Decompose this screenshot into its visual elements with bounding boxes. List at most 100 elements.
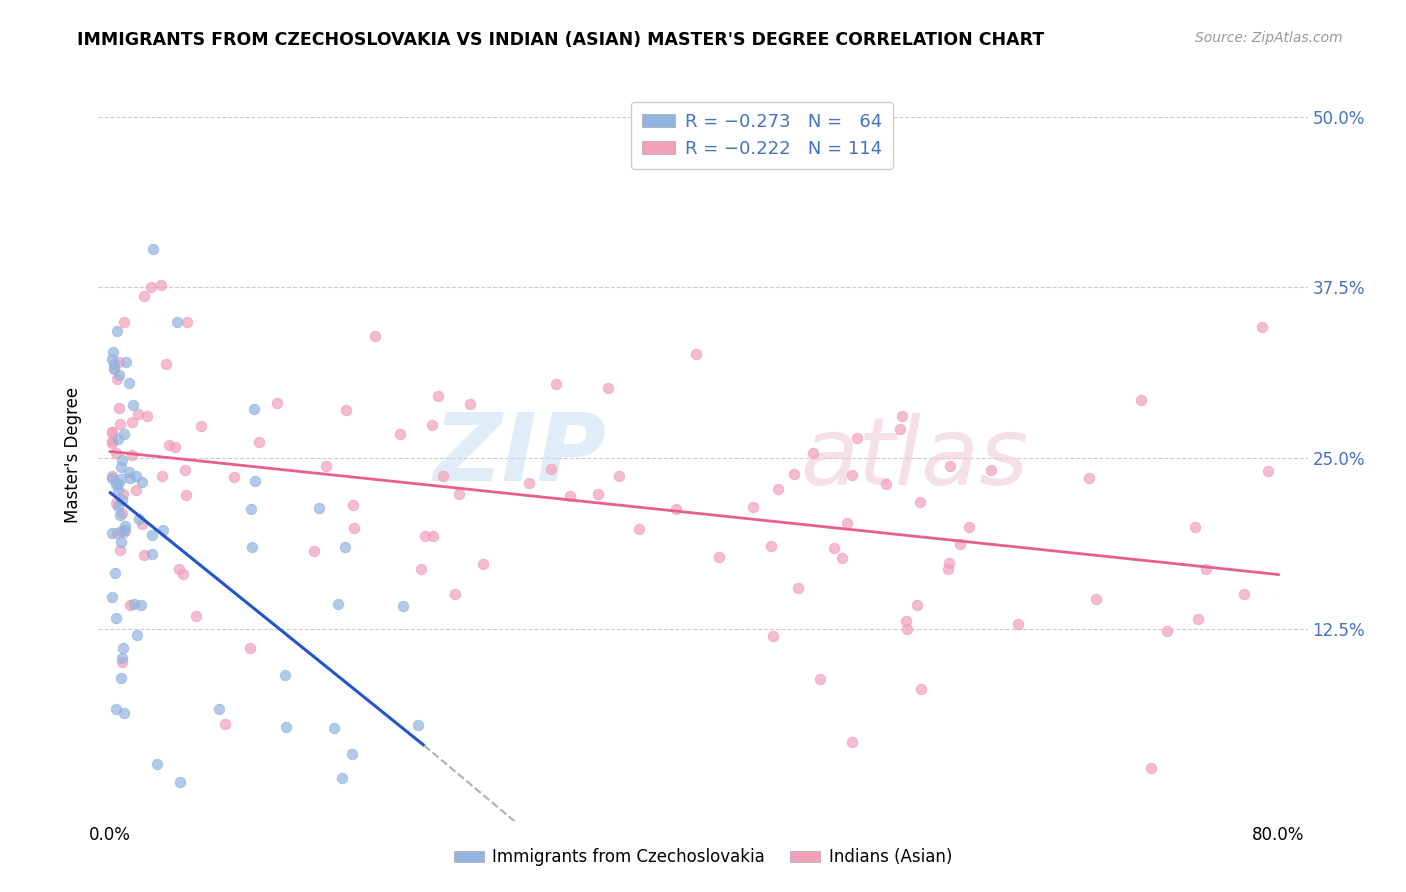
Point bbox=[766, 482, 789, 496]
Point bbox=[100, 425, 122, 439]
Point bbox=[172, 567, 194, 582]
Point bbox=[1130, 393, 1153, 408]
Point bbox=[240, 540, 263, 554]
Point bbox=[762, 629, 785, 643]
Point bbox=[131, 475, 153, 490]
Point bbox=[118, 466, 141, 480]
Point bbox=[315, 459, 337, 474]
Point bbox=[107, 483, 129, 498]
Point bbox=[100, 590, 122, 604]
Point bbox=[150, 468, 173, 483]
Point bbox=[176, 315, 198, 329]
Point bbox=[406, 718, 429, 732]
Point bbox=[342, 498, 364, 512]
Point bbox=[910, 495, 932, 509]
Point bbox=[124, 597, 146, 611]
Point bbox=[1077, 470, 1099, 484]
Point bbox=[1007, 616, 1029, 631]
Point bbox=[127, 407, 149, 421]
Point bbox=[247, 435, 270, 450]
Point bbox=[1195, 561, 1218, 575]
Point bbox=[111, 655, 134, 669]
Point bbox=[472, 557, 495, 571]
Point bbox=[174, 463, 197, 477]
Point bbox=[841, 735, 863, 749]
Point bbox=[132, 289, 155, 303]
Point bbox=[100, 351, 122, 366]
Point bbox=[910, 681, 932, 696]
Point bbox=[936, 562, 959, 576]
Point bbox=[222, 470, 245, 484]
Point bbox=[335, 540, 357, 554]
Point bbox=[104, 477, 127, 491]
Point bbox=[841, 468, 863, 483]
Point bbox=[340, 747, 363, 761]
Point bbox=[103, 361, 125, 376]
Point bbox=[103, 360, 125, 375]
Point bbox=[598, 380, 620, 394]
Point bbox=[112, 525, 135, 540]
Point bbox=[107, 477, 129, 491]
Point bbox=[110, 671, 132, 685]
Point bbox=[190, 418, 212, 433]
Point bbox=[335, 402, 357, 417]
Point bbox=[125, 469, 148, 483]
Point bbox=[169, 774, 191, 789]
Point bbox=[1184, 520, 1206, 534]
Point bbox=[121, 449, 143, 463]
Point bbox=[105, 446, 128, 460]
Point bbox=[107, 499, 129, 513]
Point bbox=[107, 355, 129, 369]
Point bbox=[150, 278, 173, 293]
Point bbox=[121, 415, 143, 429]
Point bbox=[364, 329, 387, 343]
Point bbox=[240, 501, 263, 516]
Point bbox=[141, 528, 163, 542]
Point bbox=[823, 541, 845, 555]
Point bbox=[938, 556, 960, 570]
Point bbox=[458, 397, 481, 411]
Point bbox=[239, 641, 262, 656]
Point bbox=[1084, 592, 1107, 607]
Point bbox=[110, 472, 132, 486]
Point bbox=[128, 512, 150, 526]
Point bbox=[100, 525, 122, 540]
Point bbox=[304, 543, 326, 558]
Point bbox=[111, 492, 134, 507]
Point bbox=[409, 562, 432, 576]
Point bbox=[391, 599, 413, 614]
Point bbox=[118, 471, 141, 485]
Point bbox=[110, 543, 132, 558]
Point bbox=[245, 474, 267, 488]
Point bbox=[243, 402, 266, 417]
Point bbox=[808, 672, 831, 686]
Point bbox=[111, 453, 134, 467]
Point bbox=[413, 529, 436, 543]
Y-axis label: Master's Degree: Master's Degree bbox=[65, 387, 83, 523]
Point bbox=[328, 597, 350, 611]
Point bbox=[105, 371, 128, 385]
Point bbox=[1187, 612, 1209, 626]
Point bbox=[167, 562, 190, 576]
Point bbox=[105, 611, 128, 625]
Point bbox=[112, 706, 135, 721]
Point bbox=[111, 651, 134, 665]
Point bbox=[783, 467, 806, 481]
Point bbox=[111, 506, 134, 520]
Point bbox=[432, 469, 454, 483]
Point bbox=[741, 500, 763, 514]
Point bbox=[540, 462, 562, 476]
Point bbox=[118, 376, 141, 391]
Point bbox=[146, 756, 169, 771]
Point bbox=[449, 487, 471, 501]
Point bbox=[155, 357, 177, 371]
Point bbox=[896, 614, 918, 628]
Point bbox=[100, 471, 122, 485]
Point bbox=[801, 446, 824, 460]
Point bbox=[105, 496, 128, 510]
Point bbox=[388, 427, 411, 442]
Point bbox=[112, 487, 135, 501]
Point bbox=[709, 549, 731, 564]
Point bbox=[121, 398, 143, 412]
Point bbox=[141, 280, 163, 294]
